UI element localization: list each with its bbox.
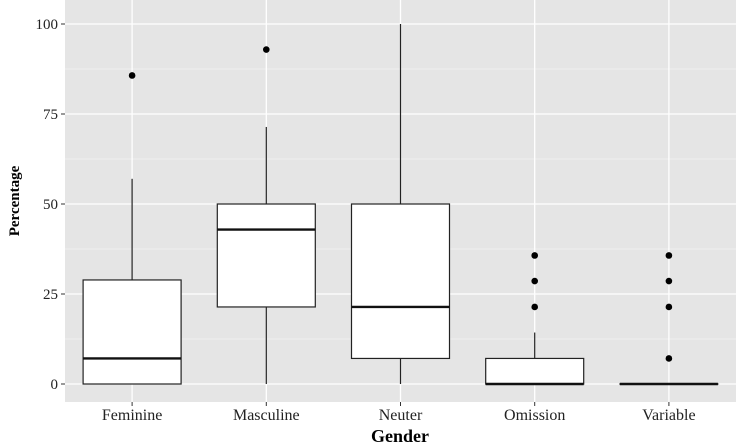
box-iqr <box>216 203 316 308</box>
box-iqr <box>350 203 451 360</box>
box-iqr <box>485 357 585 385</box>
y-tick-label: 25 <box>43 287 58 303</box>
x-tick-label: Feminine <box>102 407 162 424</box>
x-axis-ticks: Feminine Masculine Neuter Omission Variable <box>102 402 696 424</box>
boxes-layer <box>82 24 719 386</box>
box-iqr <box>82 279 182 385</box>
x-tick-label: Omission <box>504 407 565 424</box>
outlier-point <box>665 303 673 311</box>
x-axis-title: Gender <box>371 426 429 446</box>
box-group <box>82 72 182 385</box>
outlier-point <box>531 277 538 285</box>
outlier-point <box>665 277 673 285</box>
x-tick-label: Masculine <box>233 407 300 424</box>
outlier-point <box>665 355 673 362</box>
y-tick-label: 50 <box>43 197 58 213</box>
outlier-point <box>263 46 270 53</box>
outlier-point <box>128 72 136 79</box>
y-tick-label: 0 <box>51 377 59 393</box>
box-group <box>619 252 719 386</box>
x-tick-label: Neuter <box>379 407 423 424</box>
outlier-point <box>531 303 538 311</box>
box-group <box>485 252 585 386</box>
outlier-point <box>665 252 673 259</box>
y-axis-title: Percentage <box>7 165 23 236</box>
x-tick-label: Variable <box>642 407 695 424</box>
y-tick-label: 100 <box>36 17 59 33</box>
box-group <box>350 24 451 384</box>
outlier-point <box>531 252 538 259</box>
box-group <box>216 46 316 384</box>
y-axis-ticks: 0 25 50 75 100 <box>36 17 65 393</box>
y-tick-label: 75 <box>43 107 58 123</box>
